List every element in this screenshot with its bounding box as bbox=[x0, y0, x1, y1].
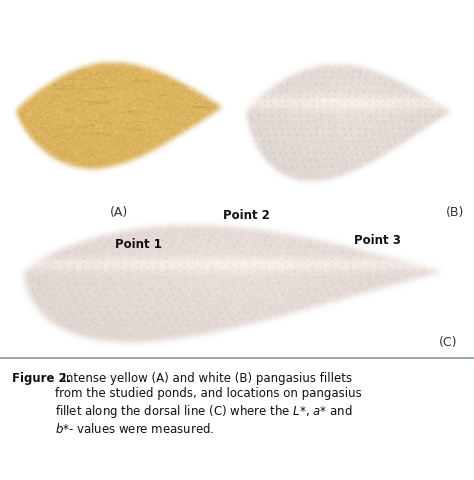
Text: Figure 2.: Figure 2. bbox=[12, 372, 71, 385]
Text: (A): (A) bbox=[109, 205, 128, 218]
Text: (C): (C) bbox=[439, 336, 457, 349]
Text: Intense yellow (A) and white (B) pangasius fillets
from the studied ponds, and l: Intense yellow (A) and white (B) pangasi… bbox=[55, 372, 361, 436]
Text: Point 2: Point 2 bbox=[223, 209, 270, 222]
Text: (B): (B) bbox=[446, 205, 465, 218]
Text: Point 1: Point 1 bbox=[115, 238, 162, 251]
Text: Point 3: Point 3 bbox=[354, 234, 401, 247]
